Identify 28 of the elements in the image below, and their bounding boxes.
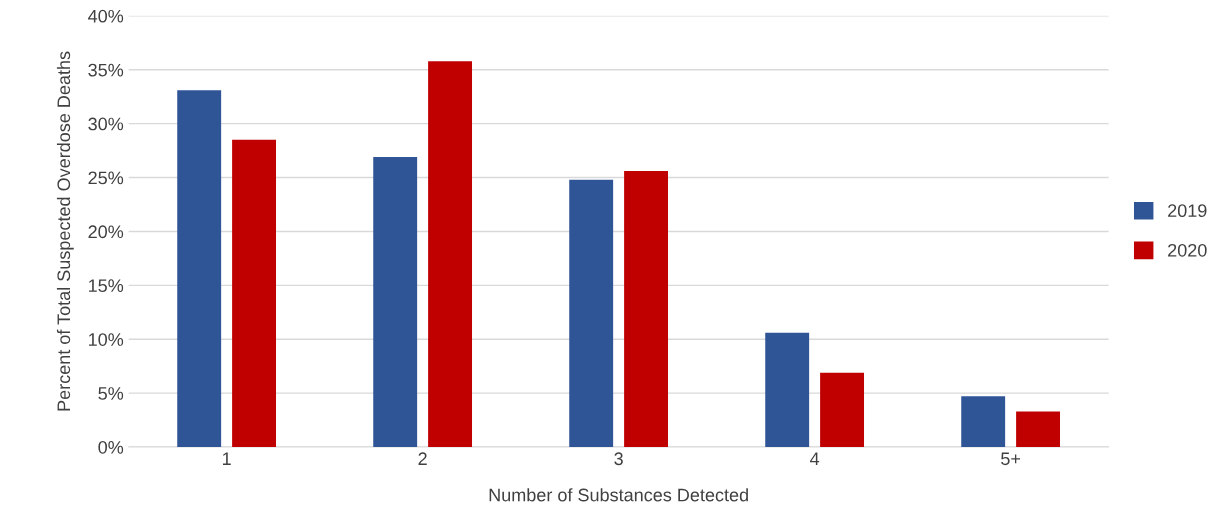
bar: [624, 171, 669, 447]
bar: [232, 139, 277, 447]
legend-label: 2020: [1168, 243, 1207, 257]
x-tick-label: 3: [614, 452, 623, 466]
x-tick-label: 1: [222, 452, 231, 465]
x-tick-label: 2: [418, 452, 427, 465]
bar: [177, 90, 222, 447]
x-tick-label: 4: [810, 452, 820, 465]
bar: [1016, 411, 1061, 447]
bar: [373, 157, 418, 447]
bar: [765, 332, 810, 447]
y-tick-label: 35%: [88, 63, 124, 77]
y-tick-label: 30%: [88, 117, 124, 131]
y-tick-label: 25%: [88, 171, 124, 185]
y-tick-label: 20%: [88, 225, 124, 239]
bar: [428, 61, 473, 447]
legend-label: 2019: [1168, 204, 1207, 218]
bar: [820, 372, 865, 447]
x-axis-title: Number of Substances Detected: [489, 488, 748, 502]
y-tick-label: 10%: [89, 333, 124, 346]
y-tick-label: 5%: [98, 387, 124, 400]
bar: [961, 396, 1006, 447]
x-tick-label: 5+: [1001, 452, 1021, 466]
y-axis-title: Percent of Total Suspected Overdose Deaths: [56, 51, 74, 411]
bar: [569, 179, 614, 447]
y-tick-label: 40%: [88, 9, 124, 23]
y-tick-label: 0%: [98, 440, 124, 454]
y-tick-label: 15%: [89, 279, 124, 293]
